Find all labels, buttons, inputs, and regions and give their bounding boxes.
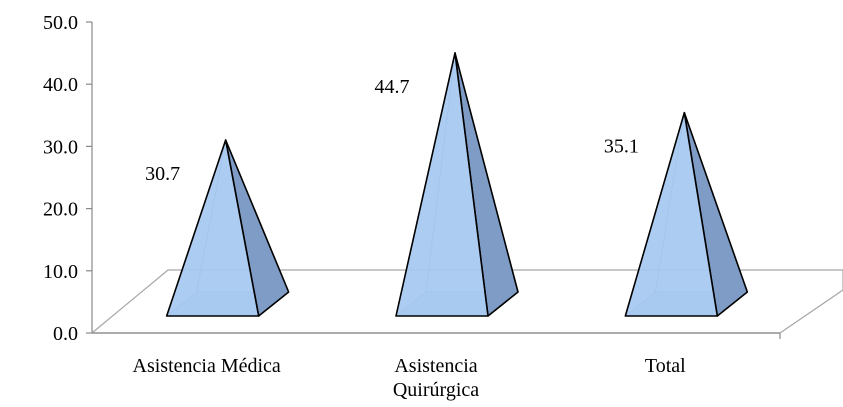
y-axis: 0.0 10.0 20.0 30.0 40.0 50.0 xyxy=(43,12,93,345)
data-label: 30.7 xyxy=(145,163,180,185)
data-label: 44.7 xyxy=(375,76,410,98)
x-tick-label: Asistencia Médica xyxy=(133,355,281,377)
y-tick-label: 50.0 xyxy=(43,12,78,34)
chart-bars xyxy=(165,52,749,317)
pyramid-front-face xyxy=(395,52,489,317)
pyramid-front-face xyxy=(624,111,719,317)
pyramid-bar xyxy=(395,52,519,317)
y-tick-label: 30.0 xyxy=(43,136,78,158)
chart-floor xyxy=(90,269,843,339)
y-tick-label: 20.0 xyxy=(43,199,78,221)
x-tick-label: Quirúrgica xyxy=(393,379,479,401)
x-tick-label: Total xyxy=(645,355,686,377)
pyramid-bar xyxy=(624,111,749,317)
data-labels: 30.7 44.7 35.1 xyxy=(145,76,639,185)
pyramid-front-face xyxy=(165,139,260,317)
y-tick-label: 10.0 xyxy=(43,261,78,283)
data-label: 35.1 xyxy=(604,136,639,158)
pyramid-bar xyxy=(165,139,290,317)
y-tick-label: 0.0 xyxy=(53,323,78,345)
x-tick-label: Asistencia xyxy=(394,355,477,377)
y-tick-label: 40.0 xyxy=(43,74,78,96)
